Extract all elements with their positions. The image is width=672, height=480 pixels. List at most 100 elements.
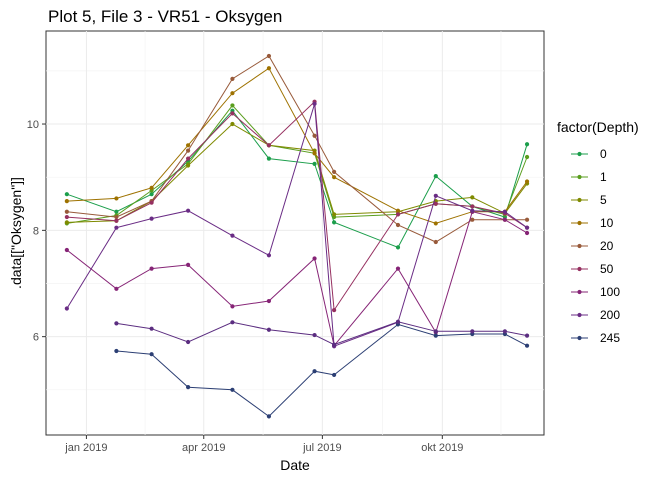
data-point <box>433 174 438 179</box>
data-point <box>149 185 154 190</box>
data-point <box>266 298 272 304</box>
legend-label: 10 <box>600 216 614 230</box>
legend-label: 5 <box>600 193 607 207</box>
data-point <box>64 199 69 204</box>
x-tick-label: apr 2019 <box>182 442 225 454</box>
data-point <box>185 385 191 390</box>
grid-major <box>46 31 544 435</box>
data-point <box>433 193 438 198</box>
data-point <box>312 101 317 106</box>
data-point <box>524 343 530 348</box>
data-point <box>149 200 154 205</box>
legend-swatch-point <box>577 197 582 203</box>
data-point <box>470 208 475 213</box>
legend-item: 1 <box>571 170 607 184</box>
data-point <box>64 209 69 214</box>
data-point <box>64 220 69 225</box>
data-point <box>114 321 119 326</box>
data-point <box>524 179 530 184</box>
data-point <box>524 225 530 230</box>
data-point <box>266 143 272 148</box>
data-point <box>185 156 191 161</box>
legend-swatch-point <box>577 243 582 249</box>
data-point <box>64 306 69 311</box>
data-point <box>312 151 317 156</box>
data-point <box>149 266 154 271</box>
legend-label: 100 <box>600 285 620 299</box>
data-point <box>64 214 69 220</box>
data-point <box>230 103 235 108</box>
data-point <box>332 220 337 225</box>
data-point <box>114 196 119 201</box>
x-axis-label: Date <box>280 457 310 473</box>
data-point <box>114 214 119 220</box>
data-point <box>312 369 317 374</box>
data-point <box>64 192 69 197</box>
data-point <box>185 208 191 213</box>
plot-panel <box>45 30 545 436</box>
x-tick-label: jan 2019 <box>64 442 107 454</box>
data-point <box>230 111 235 116</box>
legend-item: 100 <box>571 285 620 299</box>
data-point <box>332 212 337 217</box>
data-point <box>266 66 272 71</box>
data-point <box>470 329 475 334</box>
data-point <box>470 195 475 200</box>
data-point <box>395 245 401 250</box>
legend-label: 1 <box>600 170 607 184</box>
x-axis: jan 2019 apr 2019 jul 2019 okt 2019 <box>64 435 463 454</box>
y-tick-label: 8 <box>33 225 39 237</box>
data-point <box>433 221 438 226</box>
data-point <box>332 169 337 174</box>
data-point <box>185 163 191 168</box>
data-point <box>149 352 154 357</box>
grid-minor <box>46 31 544 435</box>
legend-item: 200 <box>571 308 620 322</box>
legend-label: 20 <box>600 239 614 253</box>
data-point <box>266 53 272 59</box>
legend: factor(Depth) 0 1 5 10 20 50 100 200 245 <box>557 119 639 345</box>
data-point <box>395 266 401 271</box>
series-unlabeled <box>114 319 530 347</box>
legend-swatch-point <box>577 266 582 272</box>
data-point <box>470 217 475 222</box>
data-point <box>114 209 119 214</box>
data-point <box>433 333 438 338</box>
y-tick-label: 6 <box>33 332 39 344</box>
data-point <box>470 204 475 209</box>
data-point <box>185 339 191 345</box>
data-point <box>230 320 235 325</box>
data-point <box>230 91 235 96</box>
data-point <box>149 326 154 331</box>
data-point <box>185 148 191 153</box>
data-point <box>185 143 191 148</box>
data-point <box>395 319 401 324</box>
data-point <box>312 161 317 166</box>
data-point <box>332 342 337 347</box>
legend-swatch-point <box>577 335 582 341</box>
data-point <box>149 192 154 197</box>
legend-label: 200 <box>600 308 620 322</box>
data-point <box>433 239 438 245</box>
data-point <box>524 217 530 222</box>
legend-swatch-point <box>577 151 582 157</box>
data-point <box>502 329 507 334</box>
series-line <box>116 323 528 418</box>
data-point <box>524 333 530 338</box>
data-point <box>433 201 438 206</box>
data-point <box>332 175 337 180</box>
data-point <box>266 414 272 419</box>
data-point <box>185 262 191 267</box>
legend-label: 245 <box>600 331 620 345</box>
x-tick-label: okt 2019 <box>421 442 463 454</box>
legend-item: 10 <box>571 216 614 230</box>
data-point <box>230 76 235 81</box>
data-point <box>312 332 317 338</box>
data-point <box>114 225 119 230</box>
data-point <box>230 233 235 238</box>
legend-swatch-point <box>577 289 582 295</box>
legend-item: 0 <box>571 147 607 161</box>
data-point <box>312 256 317 261</box>
data-point <box>502 209 507 214</box>
